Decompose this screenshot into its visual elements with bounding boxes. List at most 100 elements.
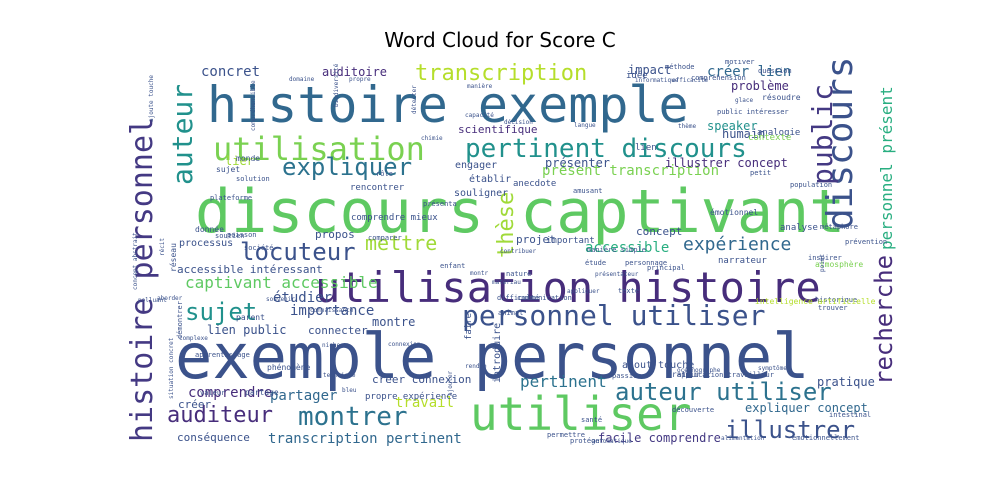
- word-cloud-term: créer lien: [707, 64, 791, 80]
- word-cloud-term: petit: [750, 169, 771, 177]
- word-cloud-term: importance: [290, 303, 374, 319]
- word-cloud-term: réseau: [168, 243, 178, 272]
- word-cloud-term: bleu: [342, 387, 357, 394]
- word-cloud-term: ajouter: [447, 370, 454, 396]
- word-cloud-term: rôle: [376, 170, 393, 178]
- word-cloud-term: étude: [585, 259, 606, 267]
- word-cloud-term: méthode: [665, 63, 695, 71]
- word-cloud-term: personnel présent: [877, 86, 896, 250]
- word-cloud-term: montre: [372, 315, 415, 329]
- word-cloud-term: expliquer: [282, 153, 412, 181]
- word-cloud-term: technique: [323, 372, 356, 379]
- word-cloud-term: souligner: [454, 188, 508, 199]
- word-cloud-term: nature: [506, 270, 531, 278]
- word-cloud-term: illustrer: [725, 416, 855, 444]
- word-cloud-term: problème: [731, 79, 789, 93]
- word-cloud-term: analogie: [757, 128, 800, 138]
- word-cloud-term: engager: [455, 160, 497, 171]
- word-cloud-term: auteur utiliser: [615, 378, 832, 406]
- word-cloud-term: société: [244, 244, 274, 252]
- word-cloud-term: utilisation histoire: [315, 263, 821, 312]
- word-cloud-term: souvenir: [266, 296, 295, 303]
- word-cloud-term: transcription: [415, 61, 587, 86]
- word-cloud-term: plateforme: [210, 194, 252, 202]
- word-cloud-term: présenta: [423, 200, 457, 208]
- word-cloud-term: conséquence: [177, 431, 250, 444]
- word-cloud-term: comparer: [368, 234, 402, 242]
- word-cloud-term: biodiversité: [333, 63, 340, 107]
- word-cloud-term: démontrer: [176, 301, 184, 339]
- word-cloud-term: processus: [179, 238, 233, 249]
- word-cloud-term: glace: [735, 97, 753, 104]
- word-cloud-term: captivant accessible: [185, 273, 378, 292]
- word-cloud-term: difficulté: [497, 294, 539, 302]
- word-cloud-term: inspirer: [808, 254, 842, 262]
- word-cloud-term: personnel utiliser: [462, 299, 765, 332]
- word-cloud-term: pertinent: [520, 372, 607, 391]
- word-cloud-term: projet: [516, 233, 556, 246]
- word-cloud-term: comprendre mieux: [351, 213, 438, 223]
- word-cloud-term: thème: [678, 123, 696, 130]
- word-cloud-term: point: [819, 254, 826, 272]
- word-cloud-term: atmosphère: [815, 259, 863, 269]
- word-cloud-term: comprendre: [188, 385, 272, 401]
- word-cloud-term: propos: [315, 228, 355, 241]
- word-cloud-term: solution: [236, 175, 270, 183]
- word-cloud-term: intestinal: [829, 411, 871, 419]
- word-cloud-term: idée: [626, 70, 648, 81]
- word-cloud-term: public intéresser: [717, 108, 789, 116]
- word-cloud-term: lien public: [207, 323, 286, 337]
- word-cloud-term: anecdote: [513, 179, 556, 189]
- word-cloud-term: domaine: [289, 76, 315, 83]
- word-cloud-term: recherche: [870, 255, 898, 385]
- word-cloud-term: alimentation: [721, 435, 765, 442]
- word-cloud-term: auteur: [166, 84, 199, 185]
- word-cloud-term: principal: [647, 264, 685, 272]
- word-cloud-term: propre: [349, 76, 371, 83]
- word-cloud-term: expérience: [683, 234, 791, 255]
- word-cloud-term: mettre: [365, 231, 437, 255]
- word-cloud-term: chimie: [421, 135, 443, 142]
- word-cloud-term: illustrer concept: [665, 156, 788, 170]
- word-cloud-term: discours: [820, 60, 861, 230]
- word-cloud-term: parent: [236, 313, 265, 322]
- chart-title: Word Cloud for Score C: [384, 28, 616, 52]
- word-cloud-term: partager: [270, 388, 337, 404]
- word-cloud-term: présentateur: [595, 271, 639, 278]
- word-cloud-term: sujet: [216, 165, 240, 174]
- word-cloud-term: monde: [236, 154, 260, 163]
- word-cloud-term: efficacité: [672, 77, 709, 84]
- word-cloud-term: présent transcription: [542, 163, 719, 179]
- word-cloud-term: public: [806, 84, 839, 185]
- word-cloud-term: langue: [574, 122, 596, 129]
- word-cloud-term: expliquer concept: [745, 401, 868, 415]
- word-cloud-term: soutien: [215, 232, 245, 240]
- word-cloud-term: utilisation: [213, 130, 425, 168]
- word-cloud-term: complexe: [179, 335, 208, 342]
- word-cloud-term: utiliser: [470, 387, 692, 441]
- word-cloud-term: orateur: [667, 370, 701, 379]
- word-cloud-term: analyse: [780, 223, 818, 233]
- word-cloud-term: récit: [159, 238, 166, 256]
- word-cloud-term: amusant: [573, 187, 603, 195]
- word-cloud-term: présenter: [545, 156, 610, 170]
- word-cloud-term: historique: [815, 296, 857, 304]
- word-cloud-term: protéger: [570, 437, 604, 445]
- word-cloud-term: speaker: [707, 119, 758, 133]
- word-cloud-canvas: discours captivant exemple personnel histo…: [125, 60, 898, 447]
- word-cloud-term: apprentissage: [195, 351, 250, 359]
- word-cloud-term: océanographe: [677, 367, 721, 374]
- word-cloud-term: compréhension: [691, 74, 746, 82]
- word-cloud-term: émotionnellement: [792, 434, 859, 442]
- word-cloud-term: connexion: [388, 341, 421, 348]
- word-cloud-term: accessible: [585, 240, 669, 256]
- word-cloud-term: faire: [464, 313, 474, 340]
- word-cloud-term: manière: [467, 83, 493, 90]
- word-cloud-term: sujet: [185, 298, 257, 326]
- word-cloud-term: concept: [636, 225, 682, 238]
- word-cloud: discours captivant exemple personnel histo…: [125, 60, 900, 448]
- word-cloud-term: manière simple: [587, 246, 646, 254]
- word-cloud-term: question: [758, 67, 792, 75]
- word-cloud-term: auditeur: [167, 403, 273, 428]
- word-cloud-term: animal: [498, 309, 523, 317]
